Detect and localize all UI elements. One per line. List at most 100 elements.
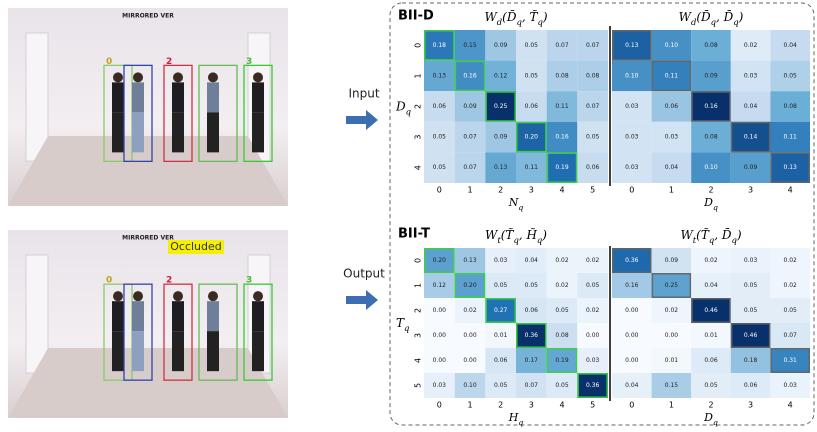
dancer-body: [207, 82, 219, 112]
cell-value: 0.05: [494, 382, 508, 389]
arrow: [346, 110, 378, 130]
cell-value: 0.05: [784, 72, 798, 79]
cell-value: 0.36: [525, 332, 539, 339]
label-part: , D̄: [716, 8, 734, 23]
label-part: D: [703, 411, 713, 424]
cell-value: 0.05: [744, 282, 758, 289]
cell-value: 0.02: [586, 257, 600, 264]
floor: [8, 348, 288, 418]
cell-value: 0.03: [665, 134, 679, 141]
annotation: Occluded: [170, 240, 222, 253]
cell-value: 0.10: [625, 72, 639, 79]
math-label: Wd(D̄q, D̄q): [679, 8, 744, 26]
dancer-head: [208, 291, 218, 301]
cell-value: 0.03: [625, 103, 639, 110]
cell-value: 0.04: [625, 382, 639, 389]
label-part: ): [541, 228, 547, 242]
col-label: 0: [437, 401, 442, 410]
cell-value: 0.12: [494, 72, 508, 79]
cell-value: 0.02: [704, 257, 718, 264]
cell-value: 0.07: [555, 42, 569, 49]
cell-value: 0.16: [555, 134, 569, 141]
row-label: 1: [414, 73, 423, 78]
dancer-legs: [172, 331, 184, 371]
cell-value: 0.02: [665, 307, 679, 314]
cell-value: 0.16: [704, 103, 718, 110]
cell-value: 0.02: [784, 257, 798, 264]
row-label: 2: [414, 308, 423, 313]
track-id: 3: [246, 276, 252, 286]
cell-value: 0.00: [433, 307, 447, 314]
cell-value: 0.11: [784, 134, 798, 141]
cell-value: 0.04: [525, 257, 539, 264]
dancer-legs: [132, 331, 144, 371]
dancer-body: [132, 82, 144, 112]
dancer-legs: [207, 331, 219, 371]
cell-value: 0.06: [525, 103, 539, 110]
cell-value: 0.16: [625, 282, 639, 289]
row-label: 3: [414, 135, 423, 140]
math-label: Wt(T̃q, H̃q): [485, 226, 547, 244]
cell-value: 0.36: [625, 257, 639, 264]
math-label: Wd(D̄q, T̃q): [484, 8, 547, 26]
label-part: ): [738, 10, 744, 24]
cell-value: 0.05: [784, 307, 798, 314]
cell-value: 0.04: [744, 103, 758, 110]
cell-value: 0.05: [555, 307, 569, 314]
cell-value: 0.25: [494, 103, 508, 110]
cell-value: 0.08: [555, 332, 569, 339]
cell-value: 0.09: [744, 164, 758, 171]
cell-value: 0.07: [463, 134, 477, 141]
cell-value: 0.19: [555, 357, 569, 364]
label-part: (D̄: [502, 8, 517, 23]
cell-value: 0.11: [555, 103, 569, 110]
dancer-legs: [207, 112, 219, 152]
cell-value: 0.07: [586, 103, 600, 110]
col-label: 5: [590, 186, 595, 195]
col-label: 4: [559, 401, 564, 410]
cell-value: 0.00: [625, 332, 639, 339]
cell-value: 0.02: [463, 307, 477, 314]
dancer-head: [113, 72, 123, 82]
col-label: 2: [708, 401, 713, 410]
cell-value: 0.08: [704, 134, 718, 141]
dancer-body: [252, 301, 264, 331]
cell-value: 0.36: [586, 382, 600, 389]
cell-value: 0.07: [586, 42, 600, 49]
cell-value: 0.01: [494, 332, 508, 339]
dancer-legs: [112, 331, 124, 371]
arrow-label: Input: [348, 87, 379, 101]
cell-value: 0.09: [463, 103, 477, 110]
track-id: 2: [166, 57, 172, 67]
cell-value: 0.00: [463, 357, 477, 364]
label-part: N: [508, 196, 519, 209]
cell-value: 0.14: [744, 134, 758, 141]
label-part: ): [542, 10, 548, 24]
cell-value: 0.08: [704, 42, 718, 49]
cell-value: 0.05: [586, 134, 600, 141]
cell-value: 0.07: [784, 332, 798, 339]
track-id: 3: [246, 57, 252, 67]
dancer-legs: [252, 112, 264, 152]
cell-value: 0.04: [665, 164, 679, 171]
dancer-head: [208, 72, 218, 82]
dancer-head: [113, 291, 123, 301]
watermark: MIRRORED VER: [122, 13, 174, 20]
row-label: 5: [414, 383, 423, 388]
col-label: 4: [788, 186, 793, 195]
floor: [8, 136, 288, 206]
cell-value: 0.06: [744, 382, 758, 389]
cell-value: 0.03: [494, 257, 508, 264]
dancer-body: [252, 82, 264, 112]
cell-value: 0.05: [525, 42, 539, 49]
cell-value: 0.03: [625, 134, 639, 141]
cell-value: 0.11: [525, 164, 539, 171]
cell-value: 0.02: [555, 282, 569, 289]
track-id: 2: [166, 276, 172, 286]
col-label: 3: [529, 401, 534, 410]
cell-value: 0.46: [744, 332, 758, 339]
track-id: 0: [106, 276, 112, 286]
cell-value: 0.46: [704, 307, 718, 314]
cell-value: 0.07: [525, 382, 539, 389]
dancer-legs: [132, 112, 144, 152]
